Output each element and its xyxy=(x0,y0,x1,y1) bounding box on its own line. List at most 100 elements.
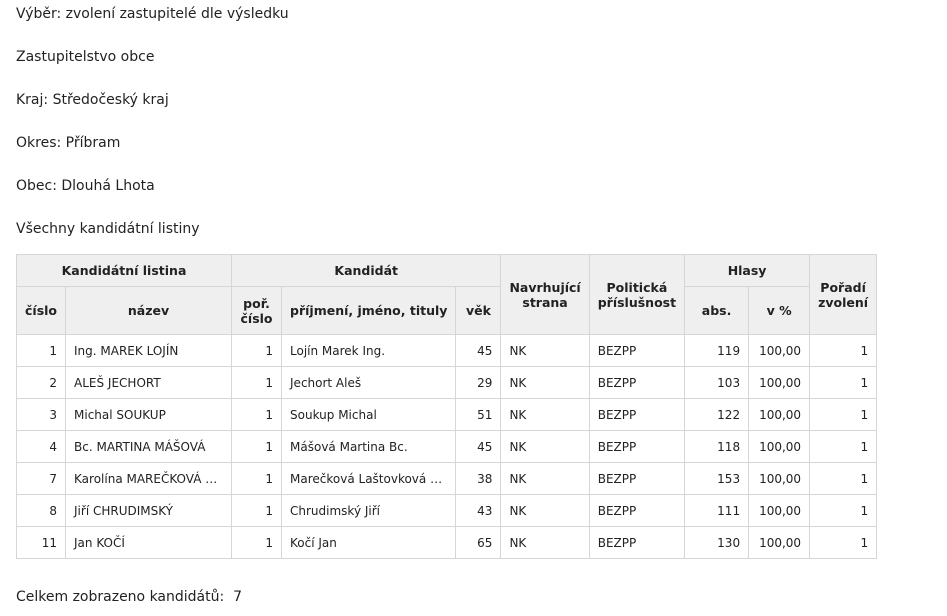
header-candidate-name: příjmení, jméno, tituly xyxy=(281,286,457,335)
table-row: 11 Jan KOČÍ 1 Kočí Jan 65 NK BEZPP 130 100,00 1 xyxy=(15,526,878,559)
cell-age: 43 xyxy=(455,494,502,527)
cell-order: 1 xyxy=(809,334,878,367)
cell-affiliation: BEZPP xyxy=(588,398,686,431)
cell-candidate-number: 1 xyxy=(231,366,283,399)
cell-list-name: Michal SOUKUP xyxy=(65,398,233,431)
cell-votes-abs: 111 xyxy=(684,494,750,527)
header-votes: Hlasy xyxy=(684,254,811,287)
cell-order: 1 xyxy=(809,366,878,399)
table-row: 3 Michal SOUKUP 1 Soukup Michal 51 NK BEZPP 122… xyxy=(15,398,878,431)
table-row: 7 Karolína MAREČKOVÁ … 1 Marečková Laštovko… xyxy=(15,462,878,495)
header-candidate-list: Kandidátní listina xyxy=(15,254,233,287)
table-row: 1 Ing. MAREK LOJÍN 1 Lojín Marek Ing. 45 NK BE… xyxy=(15,334,878,367)
cell-age: 51 xyxy=(455,398,502,431)
cell-list-number: 7 xyxy=(15,462,67,495)
header-order: Pořadí zvolení xyxy=(809,254,878,335)
cell-list-name: Jiří CHRUDIMSKÝ xyxy=(65,494,233,527)
cell-party: NK xyxy=(500,430,590,463)
table-row: 2 ALEŠ JECHORT 1 Jechort Aleš 29 NK BEZPP 103 10… xyxy=(15,366,878,399)
cell-candidate-number: 1 xyxy=(231,494,283,527)
table-row: 8 Jiří CHRUDIMSKÝ 1 Chrudimský Jiří 43 NK BEZP… xyxy=(15,494,878,527)
header-age: věk xyxy=(455,286,502,335)
cell-list-name: ALEŠ JECHORT xyxy=(65,366,233,399)
cell-list-name: Bc. MARTINA MÁŠOVÁ xyxy=(65,430,233,463)
cell-affiliation: BEZPP xyxy=(588,430,686,463)
header-votes-abs: abs. xyxy=(684,286,750,335)
cell-affiliation: BEZPP xyxy=(588,462,686,495)
results-table: Kandidátní listina Kandidát Navrhující s… xyxy=(15,254,878,559)
cell-votes-abs: 103 xyxy=(684,366,750,399)
cell-candidate-name: Jechort Aleš xyxy=(281,366,457,399)
selection-label: Výběr: zvolení zastupitelé dle výsledku xyxy=(16,6,289,22)
cell-candidate-name: Mášová Martina Bc. xyxy=(281,430,457,463)
cell-votes-pct: 100,00 xyxy=(748,462,811,495)
cell-list-name: Ing. MAREK LOJÍN xyxy=(65,334,233,367)
cell-votes-abs: 153 xyxy=(684,462,750,495)
cell-candidate-name: Soukup Michal xyxy=(281,398,457,431)
cell-list-number: 3 xyxy=(15,398,67,431)
lists-label: Všechny kandidátní listiny xyxy=(16,221,200,237)
cell-votes-abs: 130 xyxy=(684,526,750,559)
cell-votes-abs: 119 xyxy=(684,334,750,367)
cell-votes-abs: 118 xyxy=(684,430,750,463)
cell-age: 45 xyxy=(455,334,502,367)
cell-party: NK xyxy=(500,366,590,399)
council-label: Zastupitelstvo obce xyxy=(16,49,155,65)
header-affiliation: Politická příslušnost xyxy=(588,254,686,335)
cell-party: NK xyxy=(500,398,590,431)
cell-list-number: 4 xyxy=(15,430,67,463)
cell-party: NK xyxy=(500,334,590,367)
cell-votes-pct: 100,00 xyxy=(748,366,811,399)
cell-candidate-name: Chrudimský Jiří xyxy=(281,494,457,527)
cell-list-number: 11 xyxy=(15,526,67,559)
cell-votes-pct: 100,00 xyxy=(748,494,811,527)
cell-votes-pct: 100,00 xyxy=(748,526,811,559)
cell-votes-abs: 122 xyxy=(684,398,750,431)
cell-candidate-number: 1 xyxy=(231,526,283,559)
cell-list-name: Karolína MAREČKOVÁ … xyxy=(65,462,233,495)
cell-age: 38 xyxy=(455,462,502,495)
total-label: Celkem zobrazeno kandidátů: xyxy=(16,589,225,605)
cell-affiliation: BEZPP xyxy=(588,526,686,559)
cell-order: 1 xyxy=(809,462,878,495)
header-votes-pct: v % xyxy=(748,286,811,335)
cell-order: 1 xyxy=(809,494,878,527)
header-candidate-number: poř. číslo xyxy=(231,286,283,335)
cell-party: NK xyxy=(500,526,590,559)
cell-votes-pct: 100,00 xyxy=(748,430,811,463)
total-count: Celkem zobrazeno kandidátů: 7 xyxy=(16,588,242,606)
cell-party: NK xyxy=(500,462,590,495)
cell-order: 1 xyxy=(809,398,878,431)
cell-age: 29 xyxy=(455,366,502,399)
cell-candidate-number: 1 xyxy=(231,430,283,463)
cell-list-name: Jan KOČÍ xyxy=(65,526,233,559)
table-row: 4 Bc. MARTINA MÁŠOVÁ 1 Mášová Martina Bc. 45… xyxy=(15,430,878,463)
header-candidate: Kandidát xyxy=(231,254,502,287)
cell-affiliation: BEZPP xyxy=(588,366,686,399)
cell-list-number: 8 xyxy=(15,494,67,527)
cell-list-number: 1 xyxy=(15,334,67,367)
cell-votes-pct: 100,00 xyxy=(748,398,811,431)
header-list-name: název xyxy=(65,286,233,335)
region-label: Kraj: Středočeský kraj xyxy=(16,92,169,108)
cell-list-number: 2 xyxy=(15,366,67,399)
cell-candidate-number: 1 xyxy=(231,398,283,431)
municipality-label: Obec: Dlouhá Lhota xyxy=(16,178,155,194)
cell-candidate-name: Marečková Laštovková … xyxy=(281,462,457,495)
cell-age: 45 xyxy=(455,430,502,463)
cell-age: 65 xyxy=(455,526,502,559)
cell-votes-pct: 100,00 xyxy=(748,334,811,367)
cell-candidate-number: 1 xyxy=(231,462,283,495)
cell-order: 1 xyxy=(809,430,878,463)
cell-candidate-name: Kočí Jan xyxy=(281,526,457,559)
cell-affiliation: BEZPP xyxy=(588,494,686,527)
cell-candidate-name: Lojín Marek Ing. xyxy=(281,334,457,367)
cell-order: 1 xyxy=(809,526,878,559)
cell-affiliation: BEZPP xyxy=(588,334,686,367)
cell-party: NK xyxy=(500,494,590,527)
header-list-number: číslo xyxy=(15,286,67,335)
district-label: Okres: Příbram xyxy=(16,135,121,151)
total-value: 7 xyxy=(233,589,243,605)
header-party: Navrhující strana xyxy=(500,254,590,335)
cell-candidate-number: 1 xyxy=(231,334,283,367)
